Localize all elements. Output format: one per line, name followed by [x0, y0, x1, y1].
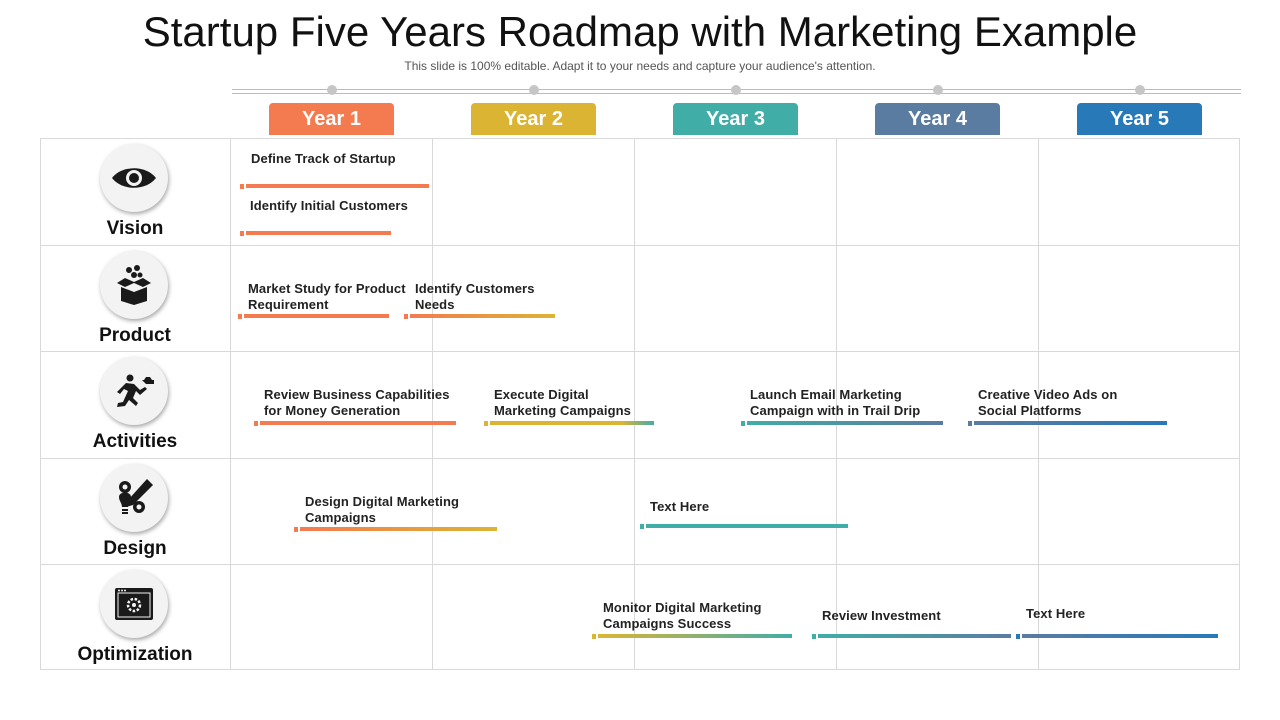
task-label: Text Here — [1026, 606, 1086, 621]
task-bar — [974, 421, 1167, 425]
task-bar-start — [1016, 634, 1020, 639]
year-3-tab: Year 3 — [673, 103, 798, 135]
grid-column-divider — [432, 138, 433, 670]
task-bar-start — [968, 421, 972, 426]
task-bar-start — [238, 314, 242, 319]
task-bar — [490, 421, 654, 425]
row-label-design: Design — [103, 538, 167, 559]
task-bar — [646, 524, 848, 528]
year-2-tab: Year 2 — [471, 103, 596, 135]
task-bar-start — [812, 634, 816, 639]
task-label: Design Digital Marketing Campaigns — [305, 494, 460, 525]
task-label: Launch Email Marketing Campaign with in … — [750, 387, 921, 418]
task-bar — [1022, 634, 1218, 638]
task-bar-start — [741, 421, 745, 426]
timeline-dot — [327, 85, 337, 95]
runner-icon — [100, 357, 168, 425]
task-bar — [260, 421, 456, 425]
task-label: Market Study for Product Requirement — [248, 281, 406, 312]
task-bar-start — [254, 421, 258, 426]
grid-row-divider — [40, 351, 1240, 352]
grid-column-divider — [836, 138, 837, 670]
roadmap-grid — [40, 138, 1240, 670]
design-icon — [100, 464, 168, 532]
row-label-activities: Activities — [92, 431, 178, 452]
task-bar — [246, 184, 429, 188]
task-bar-start — [592, 634, 596, 639]
task-bar-start — [240, 184, 244, 189]
browser-settings-icon — [100, 570, 168, 638]
task-label: Define Track of Startup — [251, 151, 396, 166]
task-bar — [747, 421, 943, 425]
box-icon — [100, 251, 168, 319]
task-bar-start — [294, 527, 298, 532]
row-label-vision: Vision — [106, 218, 164, 239]
timeline-dot — [933, 85, 943, 95]
task-label: Identify Customers Needs — [415, 281, 535, 312]
grid-row-divider — [40, 245, 1240, 246]
task-bar-start — [404, 314, 408, 319]
task-label: Identify Initial Customers — [250, 198, 408, 213]
task-bar — [410, 314, 555, 318]
grid-row-divider — [40, 458, 1240, 459]
timeline-dot — [529, 85, 539, 95]
task-bar — [246, 231, 391, 235]
task-label: Text Here — [650, 499, 710, 514]
task-bar — [300, 527, 497, 531]
row-label-optimization: Optimization — [77, 644, 193, 665]
page-subtitle: This slide is 100% editable. Adapt it to… — [404, 59, 876, 73]
grid-column-divider — [634, 138, 635, 670]
task-bar — [598, 634, 792, 638]
task-bar — [244, 314, 389, 318]
grid-column-divider — [230, 138, 231, 670]
year-5-tab: Year 5 — [1077, 103, 1202, 135]
task-label: Creative Video Ads on Social Platforms — [978, 387, 1118, 418]
row-label-product: Product — [99, 325, 171, 346]
timeline-dot — [731, 85, 741, 95]
task-label: Execute Digital Marketing Campaigns — [494, 387, 631, 418]
task-bar-start — [640, 524, 644, 529]
page-title: Startup Five Years Roadmap with Marketin… — [142, 8, 1138, 55]
eye-icon — [100, 144, 168, 212]
year-4-tab: Year 4 — [875, 103, 1000, 135]
task-bar-start — [484, 421, 488, 426]
task-bar-start — [240, 231, 244, 236]
year-1-tab: Year 1 — [269, 103, 394, 135]
task-label: Review Investment — [822, 608, 941, 623]
grid-column-divider — [1038, 138, 1039, 670]
task-label: Monitor Digital Marketing Campaigns Succ… — [603, 600, 762, 631]
task-label: Review Business Capabilities for Money G… — [264, 387, 450, 418]
grid-row-divider — [40, 564, 1240, 565]
timeline-dot — [1135, 85, 1145, 95]
task-bar — [818, 634, 1011, 638]
